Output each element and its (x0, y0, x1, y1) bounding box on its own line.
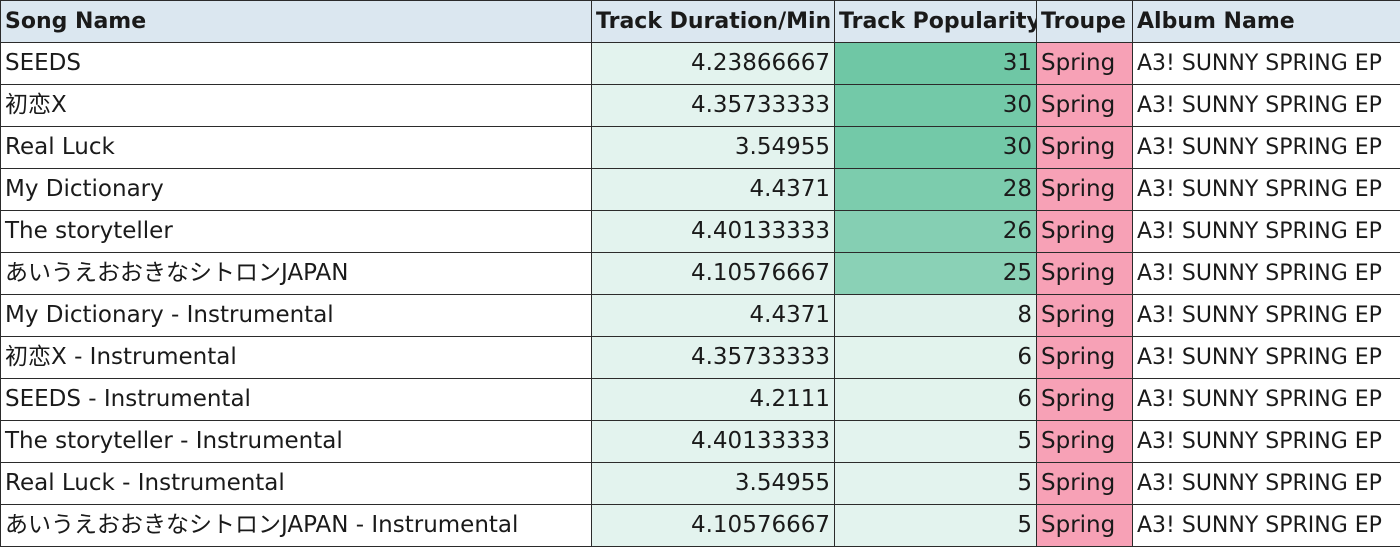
cell-track-popularity[interactable]: 25 (834, 252, 1037, 295)
cell-troupe[interactable]: Spring (1036, 42, 1133, 85)
cell-track-duration[interactable]: 4.35733333 (591, 336, 835, 379)
table-body: SEEDS 4.23866667 31 Spring A3! SUNNY SPR… (0, 42, 1400, 547)
header-track-duration[interactable]: Track Duration/Min (591, 0, 835, 43)
cell-song-name[interactable]: My Dictionary - Instrumental (0, 294, 592, 337)
cell-album-name[interactable]: A3! SUNNY SPRING EP (1132, 42, 1400, 85)
cell-troupe[interactable]: Spring (1036, 168, 1133, 211)
header-troupe[interactable]: Troupe (1036, 0, 1133, 43)
cell-album-name[interactable]: A3! SUNNY SPRING EP (1132, 126, 1400, 169)
cell-song-name[interactable]: Real Luck (0, 126, 592, 169)
cell-album-name[interactable]: A3! SUNNY SPRING EP (1132, 168, 1400, 211)
cell-song-name[interactable]: My Dictionary (0, 168, 592, 211)
cell-track-popularity[interactable]: 5 (834, 462, 1037, 505)
cell-track-popularity[interactable]: 28 (834, 168, 1037, 211)
table-row: My Dictionary 4.4371 28 Spring A3! SUNNY… (0, 168, 1400, 211)
cell-song-name[interactable]: The storyteller - Instrumental (0, 420, 592, 463)
table-header: Song Name Track Duration/Min Track Popul… (0, 0, 1400, 43)
cell-album-name[interactable]: A3! SUNNY SPRING EP (1132, 462, 1400, 505)
cell-track-duration[interactable]: 4.23866667 (591, 42, 835, 85)
table-row: あいうえおおきなシトロンJAPAN 4.10576667 25 Spring A… (0, 252, 1400, 295)
table-row: 初恋X 4.35733333 30 Spring A3! SUNNY SPRIN… (0, 84, 1400, 127)
cell-track-popularity[interactable]: 8 (834, 294, 1037, 337)
cell-track-popularity[interactable]: 30 (834, 126, 1037, 169)
cell-song-name[interactable]: Real Luck - Instrumental (0, 462, 592, 505)
cell-troupe[interactable]: Spring (1036, 252, 1133, 295)
cell-troupe[interactable]: Spring (1036, 420, 1133, 463)
cell-track-duration[interactable]: 4.10576667 (591, 252, 835, 295)
cell-track-duration[interactable]: 4.4371 (591, 168, 835, 211)
table-row: The storyteller - Instrumental 4.4013333… (0, 420, 1400, 463)
table-row: The storyteller 4.40133333 26 Spring A3!… (0, 210, 1400, 253)
table-row: SEEDS - Instrumental 4.2111 6 Spring A3!… (0, 378, 1400, 421)
cell-album-name[interactable]: A3! SUNNY SPRING EP (1132, 336, 1400, 379)
cell-album-name[interactable]: A3! SUNNY SPRING EP (1132, 504, 1400, 547)
cell-track-duration[interactable]: 4.40133333 (591, 210, 835, 253)
header-row: Song Name Track Duration/Min Track Popul… (0, 0, 1400, 43)
cell-troupe[interactable]: Spring (1036, 210, 1133, 253)
cell-song-name[interactable]: 初恋X - Instrumental (0, 336, 592, 379)
cell-track-popularity[interactable]: 5 (834, 420, 1037, 463)
cell-troupe[interactable]: Spring (1036, 504, 1133, 547)
cell-troupe[interactable]: Spring (1036, 84, 1133, 127)
cell-troupe[interactable]: Spring (1036, 336, 1133, 379)
header-song-name[interactable]: Song Name (0, 0, 592, 43)
cell-troupe[interactable]: Spring (1036, 462, 1133, 505)
cell-troupe[interactable]: Spring (1036, 126, 1133, 169)
cell-song-name[interactable]: 初恋X (0, 84, 592, 127)
cell-track-popularity[interactable]: 6 (834, 378, 1037, 421)
cell-album-name[interactable]: A3! SUNNY SPRING EP (1132, 210, 1400, 253)
cell-album-name[interactable]: A3! SUNNY SPRING EP (1132, 252, 1400, 295)
cell-track-popularity[interactable]: 30 (834, 84, 1037, 127)
cell-track-duration[interactable]: 4.40133333 (591, 420, 835, 463)
cell-track-duration[interactable]: 3.54955 (591, 126, 835, 169)
cell-song-name[interactable]: SEEDS - Instrumental (0, 378, 592, 421)
table-row: Real Luck - Instrumental 3.54955 5 Sprin… (0, 462, 1400, 505)
cell-track-popularity[interactable]: 6 (834, 336, 1037, 379)
header-album-name[interactable]: Album Name (1132, 0, 1400, 43)
cell-song-name[interactable]: あいうえおおきなシトロンJAPAN - Instrumental (0, 504, 592, 547)
table-row: My Dictionary - Instrumental 4.4371 8 Sp… (0, 294, 1400, 337)
cell-track-duration[interactable]: 4.4371 (591, 294, 835, 337)
cell-song-name[interactable]: The storyteller (0, 210, 592, 253)
cell-track-duration[interactable]: 4.2111 (591, 378, 835, 421)
table-row: 初恋X - Instrumental 4.35733333 6 Spring A… (0, 336, 1400, 379)
cell-song-name[interactable]: あいうえおおきなシトロンJAPAN (0, 252, 592, 295)
cell-troupe[interactable]: Spring (1036, 294, 1133, 337)
cell-album-name[interactable]: A3! SUNNY SPRING EP (1132, 420, 1400, 463)
cell-album-name[interactable]: A3! SUNNY SPRING EP (1132, 378, 1400, 421)
header-track-popularity[interactable]: Track Popularity (834, 0, 1037, 43)
table-row: Real Luck 3.54955 30 Spring A3! SUNNY SP… (0, 126, 1400, 169)
cell-track-popularity[interactable]: 31 (834, 42, 1037, 85)
cell-album-name[interactable]: A3! SUNNY SPRING EP (1132, 294, 1400, 337)
cell-album-name[interactable]: A3! SUNNY SPRING EP (1132, 84, 1400, 127)
table-row: あいうえおおきなシトロンJAPAN - Instrumental 4.10576… (0, 504, 1400, 547)
cell-troupe[interactable]: Spring (1036, 378, 1133, 421)
cell-track-popularity[interactable]: 5 (834, 504, 1037, 547)
cell-track-duration[interactable]: 3.54955 (591, 462, 835, 505)
cell-track-duration[interactable]: 4.10576667 (591, 504, 835, 547)
cell-song-name[interactable]: SEEDS (0, 42, 592, 85)
cell-track-duration[interactable]: 4.35733333 (591, 84, 835, 127)
table-row: SEEDS 4.23866667 31 Spring A3! SUNNY SPR… (0, 42, 1400, 85)
cell-track-popularity[interactable]: 26 (834, 210, 1037, 253)
